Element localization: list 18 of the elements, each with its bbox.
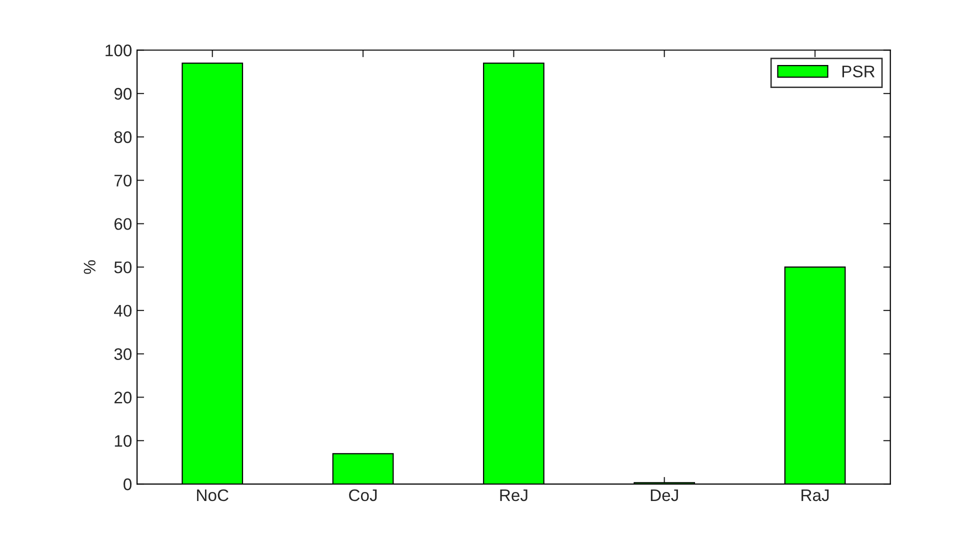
y-tick-label: 50 [114,261,132,274]
x-tick-label: DeJ [650,489,678,502]
y-tick-label: 30 [114,348,132,360]
y-tick-label: 90 [114,88,132,100]
x-tick-label: RaJ [802,489,829,502]
y-tick-label: 40 [114,304,132,317]
x-tick-label: NoC [197,489,228,502]
y-tick-label: 70 [114,174,132,186]
x-tick-label: CoJ [349,489,377,502]
y-tick-label: 60 [114,218,132,230]
y-tick-label: 10 [114,435,132,447]
y-axis-title: % [84,260,96,274]
y-tick-label: 20 [114,392,132,404]
legend-label: PSR [842,66,875,78]
y-tick-label: 0 [124,478,132,490]
y-tick-label: 80 [114,131,132,144]
x-tick-label: ReJ [500,489,528,502]
y-tick-label: 100 [106,44,132,56]
